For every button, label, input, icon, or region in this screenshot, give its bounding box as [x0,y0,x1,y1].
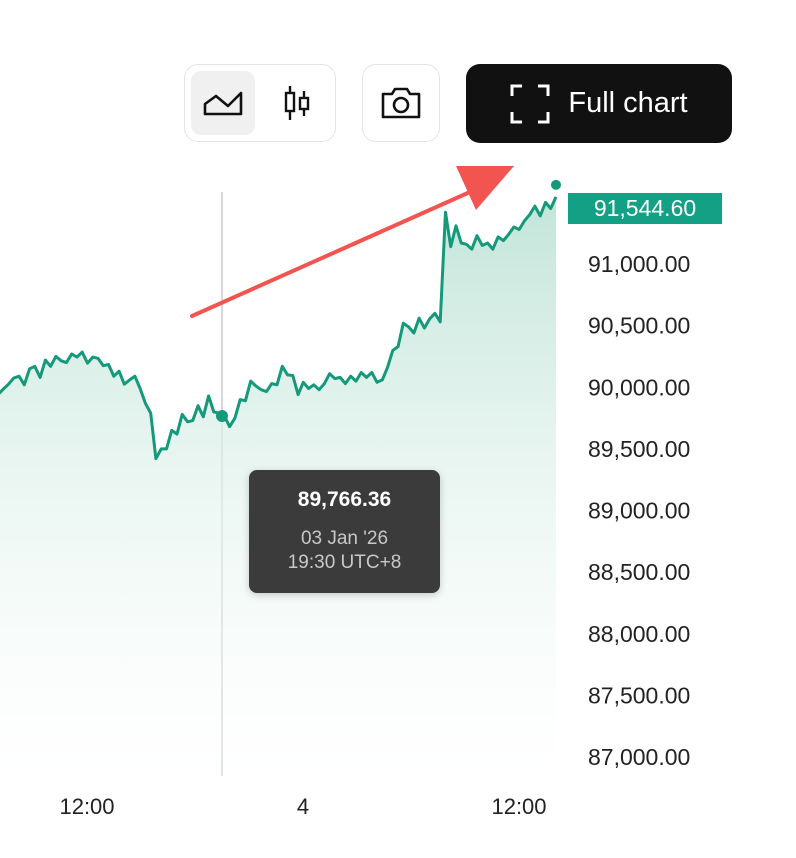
y-tick-label: 89,500.00 [588,436,690,462]
x-tick-label: 4 [297,794,309,819]
x-tick-label: 12:00 [491,794,546,819]
y-tick-label: 89,000.00 [588,498,690,524]
full-chart-button[interactable]: Full chart [466,64,732,143]
tooltip-date: 03 Jan '26 [300,528,389,549]
price-line [0,196,558,461]
candlestick-chart-button[interactable] [265,71,329,135]
full-chart-label: Full chart [568,87,688,119]
expand-corners-icon [510,84,550,123]
tooltip-value: 89,766.36 [297,488,392,511]
y-tick-label: 87,500.00 [588,682,690,708]
y-tick-label: 87,000.00 [588,744,690,770]
price-tooltip: 89,766.36 03 Jan '26 19:30 UTC+8 [249,470,440,593]
chart-type-toggle [184,64,336,142]
line-chart-button[interactable] [191,71,255,135]
line-area-icon [203,91,243,116]
tooltip-time: 19:30 UTC+8 [287,552,402,573]
annotation-arrow [190,166,514,318]
last-price-badge: 91,544.60 [568,193,722,224]
screenshot-button[interactable] [362,64,440,142]
candlestick-icon [284,86,310,120]
camera-icon [381,87,421,119]
y-tick-label: 88,000.00 [588,621,690,647]
y-tick-label: 88,500.00 [588,559,690,585]
x-axis: 12:00 4 12:00 [59,794,546,819]
crosshair-point [216,410,228,423]
last-price-point [551,179,561,190]
y-tick-label: 90,500.00 [588,313,690,339]
y-tick-label: 91,000.00 [588,251,690,277]
y-axis: 91,000.00 90,500.00 90,000.00 89,500.00 89,0… [588,251,690,770]
x-tick-label: 12:00 [59,794,114,819]
y-tick-label: 90,000.00 [588,374,690,400]
